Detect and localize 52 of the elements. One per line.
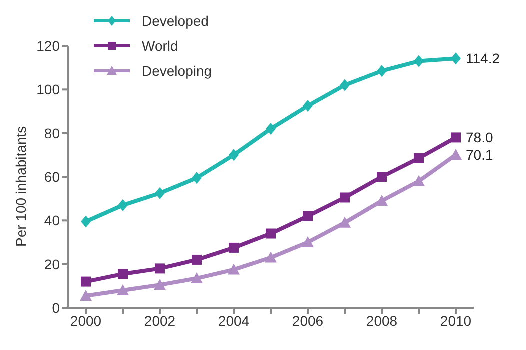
- data-label: 78.0: [466, 130, 494, 146]
- point: [118, 269, 128, 280]
- point: [191, 272, 203, 284]
- y-tick-label: 100: [36, 82, 60, 98]
- point: [413, 175, 425, 186]
- point: [303, 211, 313, 222]
- data-label: 70.1: [466, 146, 494, 163]
- point: [303, 100, 313, 112]
- point: [451, 132, 461, 143]
- point: [117, 284, 129, 296]
- data-label: 114.2: [466, 50, 500, 67]
- y-axis-title: Per 100 inhabitants: [12, 126, 29, 247]
- point: [154, 279, 166, 290]
- y-tick-label: 80: [44, 125, 60, 142]
- point: [80, 290, 92, 301]
- point: [451, 52, 461, 65]
- point: [266, 228, 276, 239]
- y-tick-label: 60: [44, 168, 60, 185]
- point: [81, 216, 91, 228]
- point: [340, 192, 350, 203]
- x-tick-label: 2008: [366, 312, 398, 329]
- y-tick-label: 0: [52, 300, 60, 316]
- y-tick-label: 40: [44, 212, 60, 229]
- point: [265, 252, 277, 263]
- point: [340, 79, 350, 92]
- point: [192, 172, 202, 184]
- legend-label: World: [142, 38, 178, 54]
- point: [228, 264, 240, 275]
- point: [229, 242, 239, 253]
- point: [192, 254, 202, 265]
- x-tick-label: 2000: [70, 312, 102, 329]
- x-tick-label: 2006: [292, 312, 324, 329]
- legend-label: Developing: [142, 62, 212, 78]
- point: [339, 216, 351, 228]
- point: [302, 236, 314, 248]
- x-tick-label: 2010: [440, 312, 472, 329]
- point: [229, 149, 239, 162]
- point: [266, 122, 276, 135]
- point: [376, 195, 388, 206]
- point: [81, 276, 91, 287]
- point: [414, 153, 424, 164]
- point: [118, 199, 128, 212]
- point: [414, 55, 424, 68]
- point: [377, 172, 387, 182]
- point: [155, 187, 165, 200]
- x-tick-label: 2004: [218, 312, 250, 329]
- legend-label: Developed: [142, 12, 209, 28]
- point: [377, 65, 387, 78]
- y-tick-label: 120: [36, 38, 60, 54]
- y-tick-label: 20: [44, 256, 60, 272]
- x-tick-label: 2002: [144, 312, 176, 329]
- point: [155, 264, 165, 274]
